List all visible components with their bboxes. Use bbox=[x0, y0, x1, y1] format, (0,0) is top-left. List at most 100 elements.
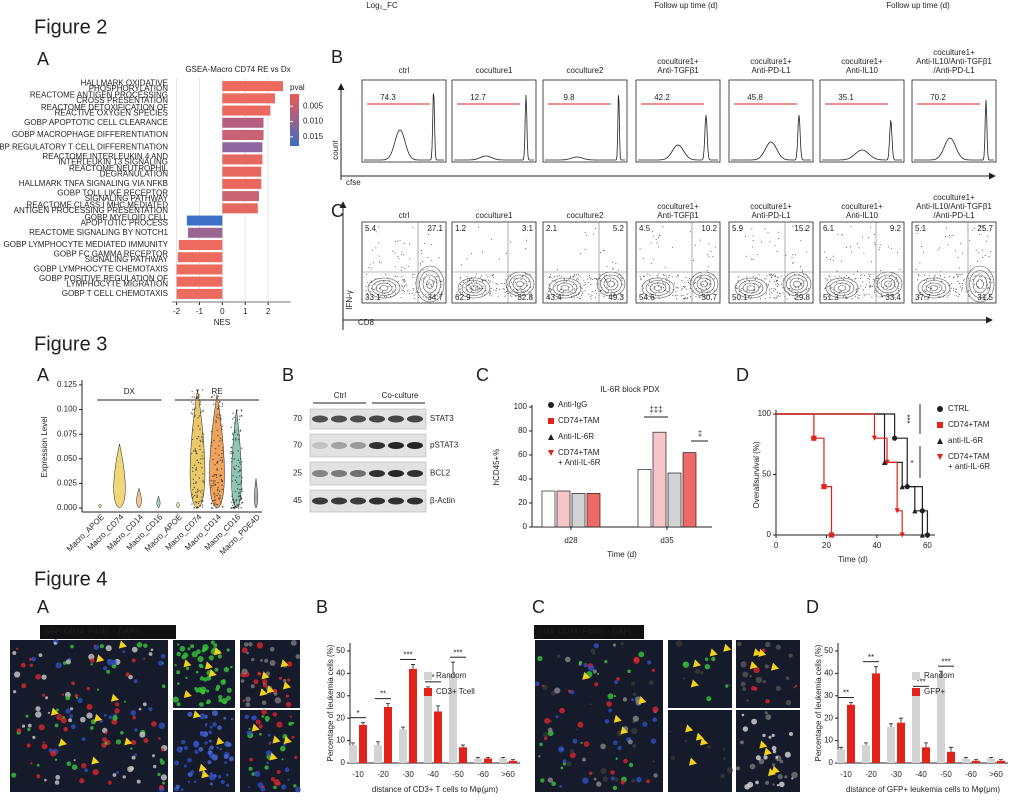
survival-point bbox=[919, 532, 925, 538]
bar bbox=[409, 668, 417, 763]
cell bbox=[204, 741, 208, 745]
event-dot bbox=[685, 276, 687, 278]
quadrant-value: 34.7 bbox=[427, 293, 443, 302]
panel-letter: A bbox=[37, 365, 49, 385]
event-dot bbox=[848, 277, 849, 279]
legend-label: + anti-IL-6R bbox=[948, 462, 990, 471]
cell-dot bbox=[221, 452, 223, 455]
x-axis-title: Time (d) bbox=[838, 555, 868, 564]
cell bbox=[38, 724, 45, 731]
stain-bar bbox=[534, 625, 644, 639]
cell bbox=[265, 718, 269, 722]
event-dot bbox=[655, 239, 657, 241]
cell bbox=[617, 745, 622, 751]
category-label: DEGRANULATION bbox=[100, 170, 169, 179]
arrowhead bbox=[620, 726, 629, 735]
cell bbox=[55, 774, 61, 780]
event-dot bbox=[478, 288, 480, 290]
event-dot bbox=[874, 243, 876, 245]
event-dot bbox=[441, 281, 442, 283]
cell-dot bbox=[200, 411, 202, 413]
arrowhead bbox=[695, 732, 704, 741]
quadrant-value: 30.7 bbox=[701, 293, 717, 302]
event-dot bbox=[916, 232, 918, 234]
condition-label: coculture1+ bbox=[933, 193, 975, 202]
legend-swatch bbox=[424, 688, 432, 696]
bar bbox=[186, 215, 223, 226]
event-dot bbox=[609, 279, 611, 281]
bar bbox=[937, 677, 945, 763]
cell bbox=[41, 674, 47, 680]
blot-band bbox=[388, 442, 404, 449]
event-dot bbox=[504, 288, 505, 290]
cell bbox=[737, 641, 742, 647]
cell-dot bbox=[233, 467, 236, 470]
arrowhead bbox=[280, 659, 289, 668]
category-label: GOBP T CELL CHEMOTAXIS bbox=[62, 289, 168, 298]
event-dot bbox=[766, 283, 768, 285]
event-dot bbox=[694, 282, 695, 284]
bar bbox=[222, 105, 271, 116]
event-dot bbox=[412, 276, 414, 278]
cell-dot bbox=[231, 495, 233, 497]
cell bbox=[287, 678, 291, 682]
event-dot bbox=[639, 248, 641, 250]
event-dot bbox=[710, 250, 712, 252]
event-dot bbox=[825, 278, 827, 279]
event-dot bbox=[934, 276, 936, 278]
cell-dot bbox=[199, 445, 201, 447]
arrowhead bbox=[269, 752, 278, 761]
cell bbox=[272, 712, 278, 717]
significance-label: * bbox=[910, 459, 913, 468]
event-dot bbox=[898, 288, 900, 290]
event-dot bbox=[899, 268, 901, 270]
cell bbox=[616, 677, 620, 681]
event-dot bbox=[771, 287, 773, 289]
cell bbox=[93, 644, 96, 648]
cell-dot bbox=[214, 496, 216, 498]
cell bbox=[44, 778, 47, 782]
flow-frame bbox=[451, 221, 537, 304]
cell-dot bbox=[190, 412, 193, 414]
event-dot bbox=[806, 277, 808, 279]
contour bbox=[461, 280, 487, 296]
cell-dot bbox=[199, 505, 201, 507]
contour bbox=[825, 277, 859, 299]
event-dot bbox=[388, 279, 390, 281]
event-dot bbox=[427, 284, 429, 285]
contour bbox=[548, 277, 582, 299]
panel-letter: B bbox=[331, 47, 343, 67]
legend-marker bbox=[548, 434, 554, 440]
event-dot bbox=[394, 241, 396, 242]
blot-band bbox=[369, 470, 385, 477]
condition-label: Anti-PD-L1 bbox=[751, 211, 791, 220]
event-dot bbox=[584, 290, 586, 292]
event-dot bbox=[879, 247, 881, 249]
cell bbox=[700, 671, 704, 675]
event-dot bbox=[845, 246, 847, 248]
cell bbox=[183, 745, 189, 751]
cell-dot bbox=[239, 489, 241, 491]
cell-dot bbox=[195, 501, 197, 503]
cell bbox=[27, 727, 31, 732]
event-dot bbox=[503, 282, 505, 284]
event-dot bbox=[579, 276, 581, 278]
cell bbox=[593, 643, 599, 649]
cell bbox=[158, 722, 165, 729]
cell bbox=[726, 767, 733, 774]
survival-point bbox=[894, 508, 900, 514]
event-dot bbox=[550, 289, 552, 291]
event-dot bbox=[989, 281, 991, 283]
cell bbox=[742, 687, 747, 691]
event-dot bbox=[681, 280, 683, 281]
mw-label: 25 bbox=[293, 469, 302, 478]
event-dot bbox=[460, 285, 462, 287]
cell bbox=[631, 727, 638, 735]
y-tick-label: 100 bbox=[758, 409, 772, 418]
quadrant-value: 5.4 bbox=[365, 224, 377, 233]
cell bbox=[566, 761, 572, 767]
blot-band bbox=[407, 442, 423, 449]
cell-dot bbox=[239, 499, 241, 502]
event-dot bbox=[601, 290, 603, 292]
event-dot bbox=[708, 284, 710, 286]
